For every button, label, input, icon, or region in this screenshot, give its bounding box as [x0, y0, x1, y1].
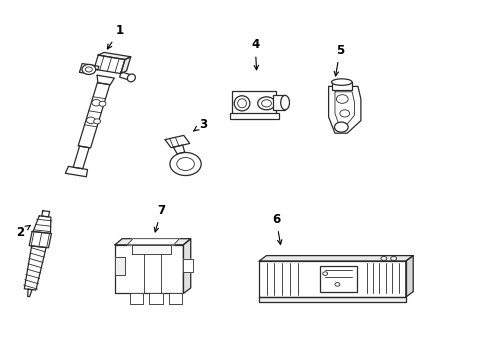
- Polygon shape: [24, 246, 46, 290]
- Text: 2: 2: [17, 225, 30, 239]
- Polygon shape: [65, 166, 87, 177]
- Ellipse shape: [237, 99, 246, 108]
- Circle shape: [336, 95, 347, 103]
- Polygon shape: [78, 83, 110, 148]
- Circle shape: [339, 110, 349, 117]
- Circle shape: [390, 256, 396, 261]
- Text: 3: 3: [193, 118, 206, 131]
- Bar: [272, 95, 285, 110]
- Circle shape: [334, 283, 339, 286]
- Circle shape: [322, 272, 327, 275]
- Bar: [331, 82, 351, 90]
- Ellipse shape: [280, 95, 289, 110]
- Circle shape: [257, 97, 275, 110]
- Circle shape: [94, 119, 101, 124]
- Ellipse shape: [331, 79, 351, 85]
- Text: 5: 5: [333, 44, 343, 76]
- Text: 6: 6: [272, 213, 282, 244]
- Polygon shape: [120, 72, 133, 81]
- Polygon shape: [115, 257, 124, 275]
- Polygon shape: [121, 57, 130, 73]
- Polygon shape: [259, 256, 412, 261]
- Text: 7: 7: [154, 204, 165, 232]
- Polygon shape: [328, 86, 360, 133]
- Circle shape: [380, 256, 386, 261]
- Ellipse shape: [127, 74, 135, 82]
- Ellipse shape: [234, 96, 249, 111]
- Circle shape: [86, 117, 95, 123]
- Polygon shape: [73, 146, 89, 169]
- Polygon shape: [98, 53, 130, 59]
- Bar: [320, 266, 356, 292]
- Bar: [232, 91, 276, 114]
- Circle shape: [334, 122, 347, 132]
- Polygon shape: [149, 293, 163, 304]
- Polygon shape: [29, 231, 51, 248]
- Circle shape: [92, 99, 101, 106]
- Polygon shape: [94, 55, 125, 73]
- Polygon shape: [28, 289, 32, 297]
- Polygon shape: [259, 297, 405, 302]
- Polygon shape: [115, 239, 190, 245]
- Polygon shape: [183, 239, 190, 293]
- Circle shape: [169, 153, 201, 176]
- Polygon shape: [132, 245, 171, 254]
- Circle shape: [261, 100, 271, 107]
- Polygon shape: [165, 135, 189, 148]
- Polygon shape: [259, 261, 405, 297]
- Polygon shape: [127, 239, 179, 245]
- Polygon shape: [168, 293, 182, 304]
- Polygon shape: [80, 63, 99, 73]
- Circle shape: [176, 158, 194, 171]
- Polygon shape: [33, 216, 51, 233]
- Polygon shape: [97, 75, 114, 85]
- Polygon shape: [183, 259, 193, 272]
- Polygon shape: [115, 245, 183, 293]
- Circle shape: [85, 67, 92, 72]
- Polygon shape: [41, 211, 49, 217]
- Bar: [229, 113, 278, 119]
- Circle shape: [82, 64, 96, 75]
- Polygon shape: [129, 293, 143, 304]
- Polygon shape: [173, 145, 184, 154]
- Text: 1: 1: [107, 24, 123, 49]
- Polygon shape: [405, 256, 412, 297]
- Circle shape: [99, 101, 106, 106]
- Text: 4: 4: [251, 39, 259, 70]
